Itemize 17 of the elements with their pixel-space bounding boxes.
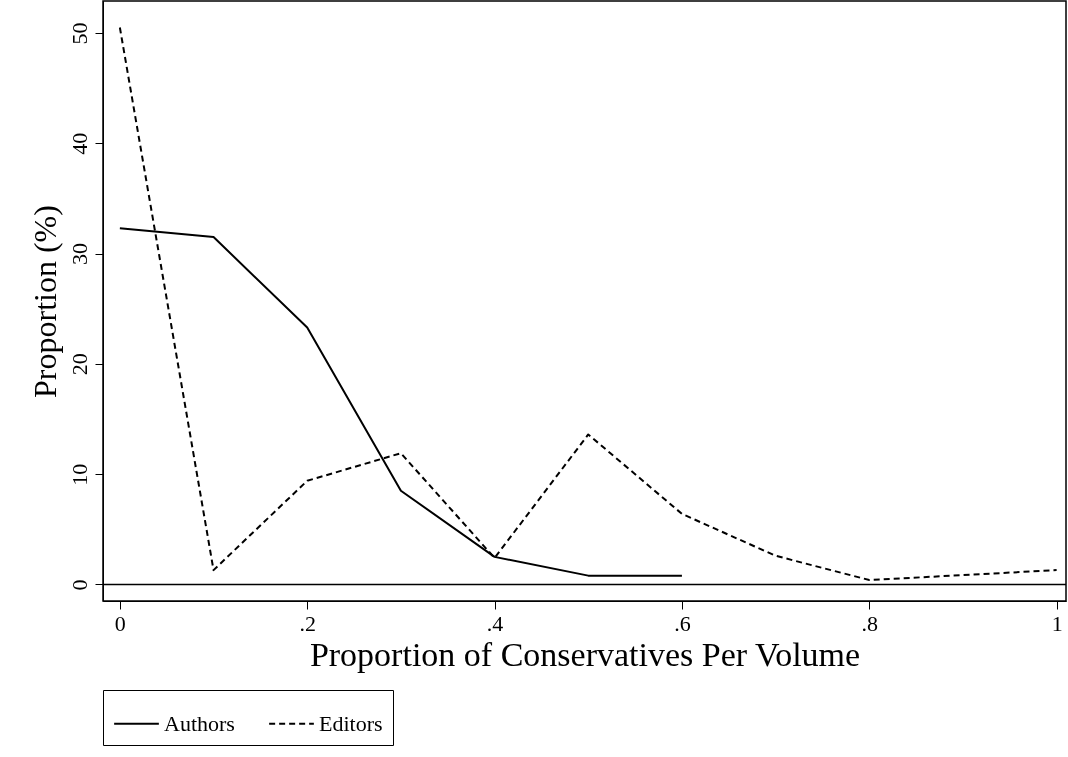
x-tick-label: .6 (674, 610, 691, 636)
y-tick-label: 0 (66, 579, 92, 591)
x-tick-label: .8 (861, 610, 879, 636)
y-tick-label: 30 (66, 243, 92, 266)
x-tick-label: .4 (486, 610, 504, 636)
y-tick-label: 40 (66, 132, 92, 155)
x-tick-label: 0 (114, 610, 126, 636)
x-tick-label: 1 (1051, 610, 1063, 636)
x-tick-label: .2 (299, 610, 316, 636)
legend-label: Authors (164, 710, 235, 736)
x-axis-title: Proportion of Conservatives Per Volume (309, 635, 861, 673)
legend-label: Editors (319, 710, 383, 736)
y-axis-title: Proportion (%) (26, 205, 63, 398)
y-tick-label: 20 (66, 353, 92, 376)
y-tick-label: 10 (66, 463, 92, 486)
line-series (118, 26, 1058, 582)
y-tick-label: 50 (66, 22, 92, 45)
